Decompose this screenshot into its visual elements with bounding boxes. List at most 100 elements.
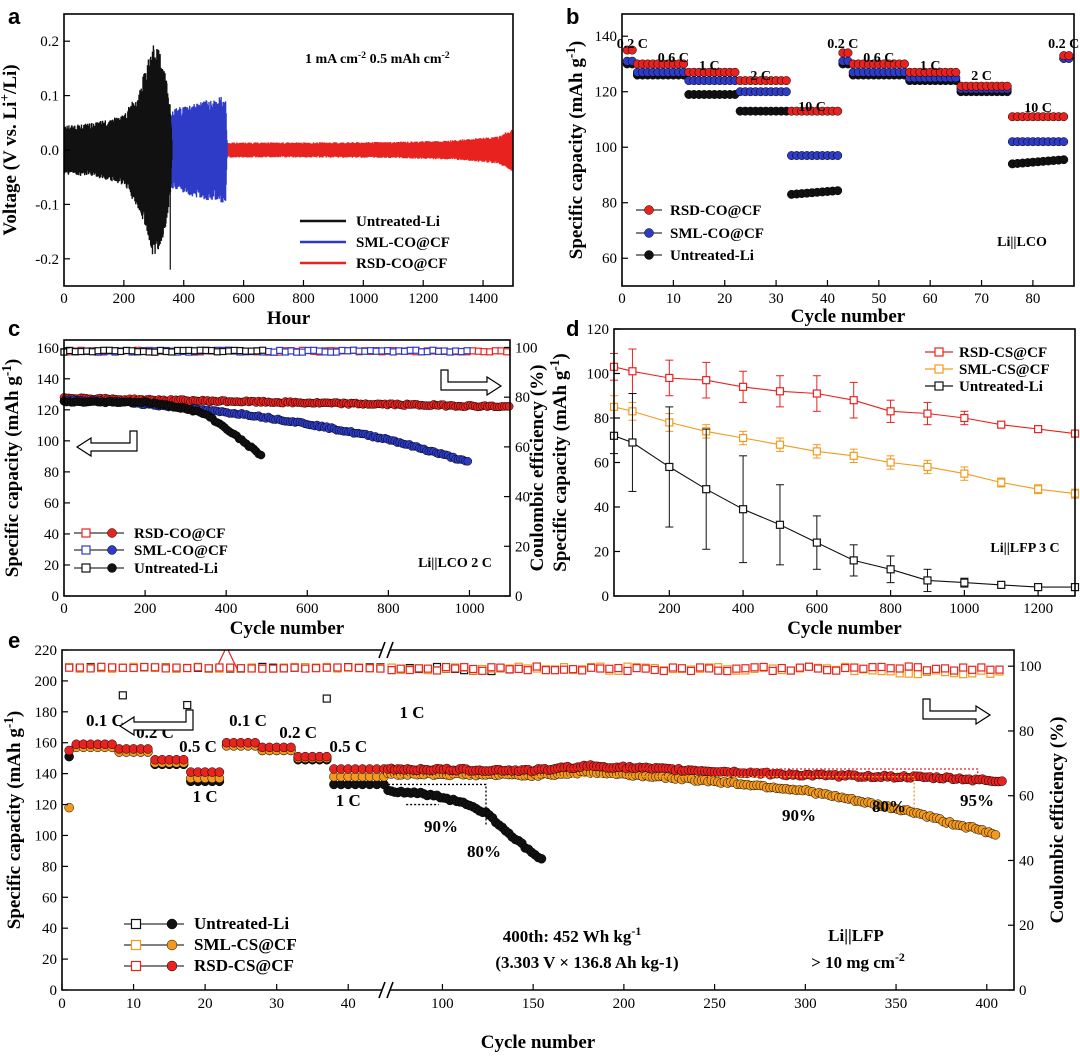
panel-d-ytick-label: 40 [594,500,609,516]
panel-b-ylabel-part: Specific capacity (mAh g [566,58,587,260]
panel-c-legend-ce [81,563,91,573]
panel-a-conditions-part: 0.5 mAh cm [366,52,442,67]
panel-e-rate-label: 1 C [336,791,361,810]
panel-e-ce-point [986,665,995,674]
panel-e-ce-point [97,662,106,671]
panel-e-ce-point [786,666,795,675]
panel-b-point [730,67,740,77]
panel-d-xtick-label: 200 [658,601,681,617]
panel-e-ce-point [641,664,650,673]
panel-b-xtick-label: 20 [717,291,732,307]
panel-a-xtick-label: 1000 [348,291,378,307]
panel-a-ylabel-part: /Li) [0,64,21,95]
panel-b-ytick-label: 120 [595,85,618,101]
panel-e-ce-point [478,666,487,675]
panel-e-ce-point [886,664,895,673]
panel-e-legend-cap [166,939,178,951]
panel-e-ce-point [850,663,859,672]
panel-c-xtick-label: 0 [60,601,68,617]
panel-e-ce-point [832,666,841,675]
panel-e-ce-point [290,663,299,672]
panel-e-ce-point [578,666,587,675]
panel-e-ce-point [823,666,832,675]
panel-a-conditions-part: -2 [358,50,366,61]
panel-b-legend-label: Untreated-Li [670,248,754,264]
panel-b-rate-label: 0.6 C [658,51,689,66]
panel-b-frame [621,13,1075,287]
panel-e-xtick-label: 350 [885,996,908,1012]
panel-e-ce-point [859,664,868,673]
panel-e-xtick-label: 40 [341,996,356,1012]
panel-b-xtick-label: 40 [820,291,835,307]
panel-a-ylabel: Voltage (V vs. Li+/Li) [0,64,21,235]
panel-a-legend-label: SML-CO@CF [356,235,450,251]
panel-d-point [886,458,895,467]
panel-e-legend-label: RSD-CS@CF [194,956,294,975]
panel-a-ylabel-part: Voltage (V vs. Li [0,102,21,236]
panel-e-rate-label: 0.1 C [229,711,267,730]
panel-d-point [702,485,711,494]
panel-b-rate-label: 0.2 C [827,37,858,52]
panel-e-ce-point [623,666,632,676]
panel-e-ce-point [523,666,532,675]
panel-a-ytick-label: 0.1 [40,89,59,105]
panel-e-ce-point [65,663,74,672]
panel-a-legend-label: Untreated-Li [356,214,440,230]
panel-b-legend-swatch [644,205,654,215]
panel-e-xlabel: Cycle number [481,1032,596,1053]
panel-d-point [849,396,858,405]
panel-d-point [1034,485,1043,494]
panel-e-xtick-label: 150 [522,996,545,1012]
panel-c-annotation: Li||LCO 2 C [418,556,492,571]
panel-d-point [775,387,785,396]
panel-c-right-arrow [440,369,503,397]
panel-e-xtick-label: 200 [613,996,636,1012]
panel-b-point [833,106,843,116]
panel-a-conditions-part: 1 mA cm [305,52,358,67]
panel-c-left-arrow-shape [75,430,138,458]
panel-c-capacity-point [504,402,514,411]
panel-c-xtick-label: 800 [377,601,400,617]
panel-c-legend-cap [107,528,117,538]
panel-d-point [960,578,969,587]
panel-e-ytick-label: 140 [35,767,58,783]
panel-e-ce-point [161,664,170,673]
panel-e-ce-point [841,663,850,673]
panel-c-legend-ce [81,528,91,538]
panel-d-legend-label: RSD-CS@CF [959,345,1047,361]
panel-d-legend-swatch [934,364,944,374]
panel-e-letter: e [8,628,20,653]
panel-d-xtick-label: 600 [806,601,829,617]
panel-b-ylabel-part: ) [566,41,587,47]
panel-b-legend-swatch [644,250,654,260]
panel-e-ce-point [804,662,814,671]
panel-b-point [1064,51,1074,61]
panel-e-ce-point [968,665,977,674]
panel-e-ce-point [268,664,278,673]
panel-b-xtick-label: 80 [1025,291,1040,307]
panel-e-ce-point [813,664,823,673]
panel-c-y2tick-label: 0 [515,589,523,605]
panel-d-legend-swatch [934,347,944,357]
panel-e-energy-title-part: -1 [631,924,641,938]
panel-e-annotation-loading-part: -2 [895,950,905,964]
panel-c-xtick-label: 400 [215,601,238,617]
panel-a-conditions-part: -2 [442,50,450,61]
panel-e-ce-point [354,663,364,673]
panel-c-legend-label: SML-CO@CF [134,543,228,559]
panel-b-point [1002,81,1012,91]
panel-e-ytick-label: 160 [35,736,58,752]
panel-c-legend-label: RSD-CO@CF [134,526,225,542]
panel-b-rate-label: 1 C [699,59,720,74]
panel-e-ce-point [118,691,127,700]
panel-d-ytick-label: 60 [594,456,609,472]
panel-e-retention-label: 90% [424,817,458,836]
panel-c-xtick-label: 600 [296,601,319,617]
panel-e-ce-point [959,663,968,672]
panel-c-left-arrow [75,430,138,458]
panel-e-ce-point [204,664,213,673]
panel-e-legend-label: SML-CS@CF [194,935,297,954]
panel-e-xtick-label: 100 [431,996,454,1012]
panel-a-xtick-label: 0 [60,291,68,307]
panel-e-retention-label: 90% [782,806,816,825]
